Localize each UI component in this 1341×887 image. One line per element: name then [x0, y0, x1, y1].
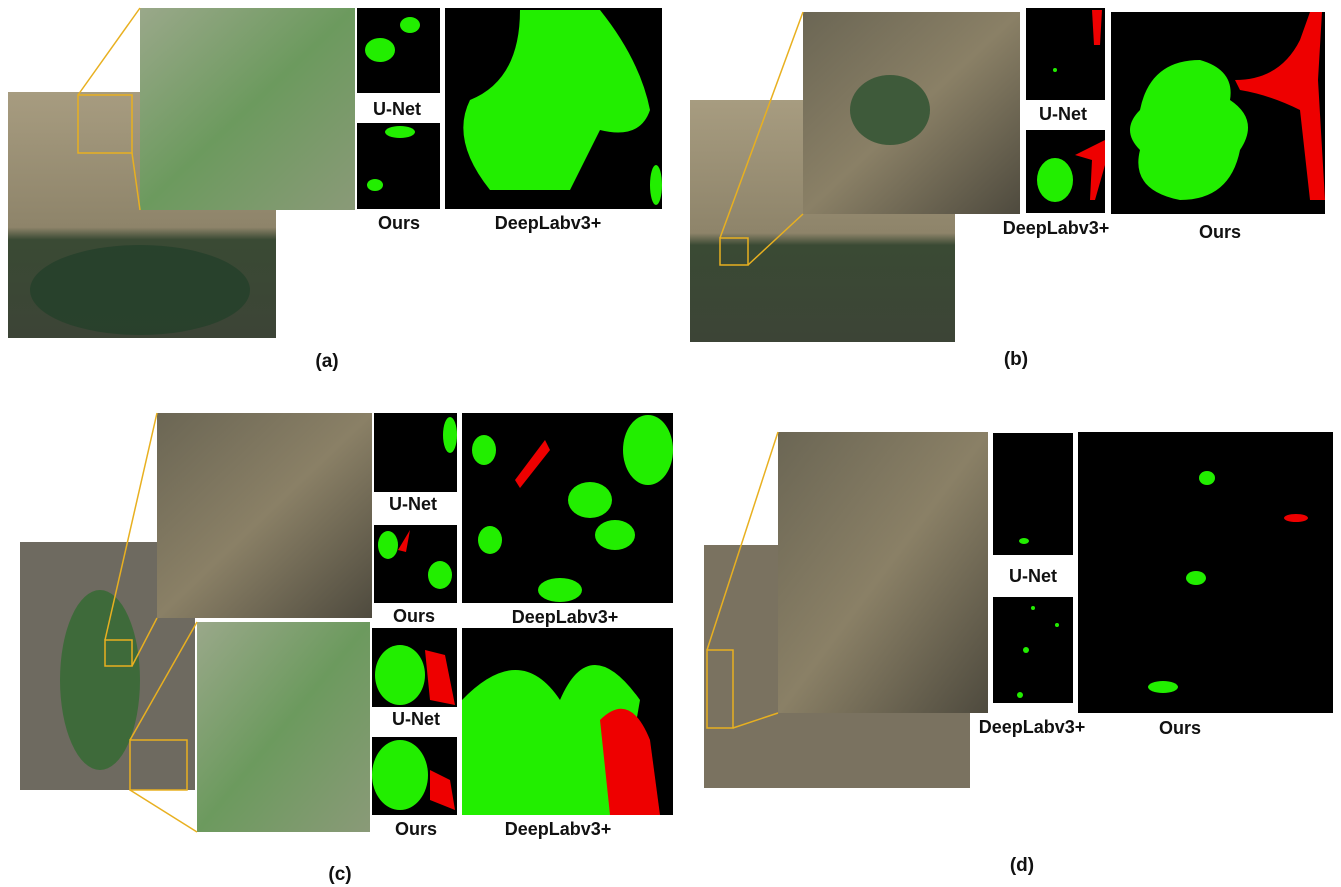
zoom	[157, 413, 372, 618]
label: Ours	[1159, 718, 1201, 738]
caption: (a)	[315, 351, 338, 372]
label: DeepLabv3+	[505, 819, 612, 839]
label: Ours	[1199, 222, 1241, 242]
zoom	[140, 8, 355, 210]
label: DeepLabv3+	[512, 607, 619, 627]
panel-c: U-Net Ours DeepLabv3+ U-Net Ours DeepLab…	[20, 413, 673, 885]
panel-b: U-Net DeepLabv3+ Ours (b)	[690, 8, 1325, 370]
label: U-Net	[1009, 566, 1057, 586]
label: U-Net	[373, 99, 421, 119]
panel-d: U-Net DeepLabv3+ Ours (d)	[704, 432, 1333, 876]
zoom	[197, 622, 370, 832]
panel-a: U-Net Ours DeepLabv3+ (a)	[8, 8, 662, 372]
mask	[993, 597, 1073, 703]
page: {"panels": [ {"caption": "(a)", "labels"…	[0, 0, 1341, 887]
caption: (c)	[328, 864, 351, 885]
label: Ours	[393, 606, 435, 626]
zoom	[778, 432, 988, 713]
label: DeepLabv3+	[979, 717, 1086, 737]
label: DeepLabv3+	[1003, 218, 1110, 238]
label: U-Net	[1039, 104, 1087, 124]
caption: (d)	[1010, 855, 1034, 876]
label: Ours	[395, 819, 437, 839]
figure: U-Net Ours DeepLabv3+ (a) U-Net DeepLabv…	[0, 0, 1341, 887]
caption: (b)	[1004, 349, 1028, 370]
label: DeepLabv3+	[495, 213, 602, 233]
label: Ours	[378, 213, 420, 233]
label: U-Net	[389, 494, 437, 514]
mask	[993, 433, 1073, 555]
label: U-Net	[392, 709, 440, 729]
